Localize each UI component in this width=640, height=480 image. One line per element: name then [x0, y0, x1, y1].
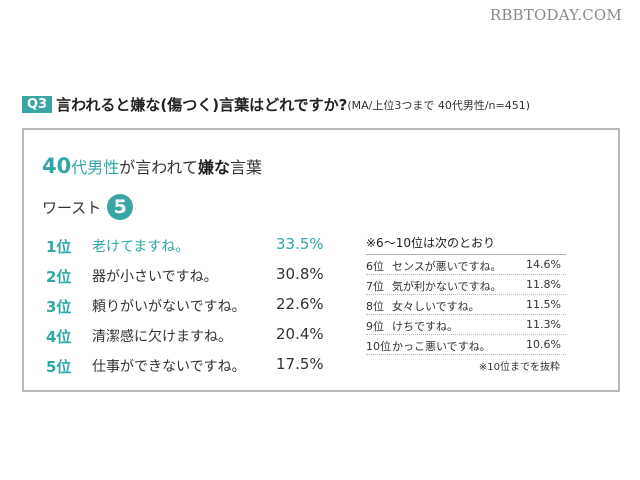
- rank-position: 5位: [46, 358, 72, 376]
- rank-row: 2位 器が小さいですね。 30.8%: [46, 263, 346, 293]
- additional-phrase: 女々しいですね。: [392, 300, 480, 313]
- additional-position: 7位: [366, 280, 384, 293]
- heading-emphasis: 嫌な: [197, 158, 230, 177]
- rank-percentage: 17.5%: [276, 355, 324, 373]
- rank-phrase: 器が小さいですね。: [92, 269, 218, 285]
- question-badge: Q3: [22, 96, 53, 113]
- worst-number-badge: 5: [107, 194, 134, 220]
- heading-mid: が言われて: [119, 158, 198, 177]
- additional-rank-list: ※6〜10位は次のとおり 6位 センスが悪いですね。 14.6% 7位 気が利かないです…: [366, 234, 566, 373]
- question-line: Q3 言われると嫌な(傷つく)言葉はどれですか? (MA/上位3つまで 40代男…: [22, 94, 530, 115]
- additional-row: 9位 けちですね。 11.3%: [366, 315, 566, 335]
- rank-row: 3位 頼りがいがないですね。 22.6%: [46, 293, 346, 323]
- additional-row: 10位 かっこ悪いですね。 10.6%: [366, 335, 566, 355]
- panel-heading: 40代男性が言われて嫌な言葉: [42, 154, 262, 178]
- rank-position: 3位: [46, 298, 72, 316]
- top-rank-list: 1位 老けてますね。 33.5% 2位 器が小さいですね。 30.8% 3位 頼りがいがないで…: [46, 233, 346, 383]
- result-panel: 40代男性が言われて嫌な言葉 ワースト 5 1位 老けてますね。 33.5% 2位 器が…: [22, 128, 620, 392]
- additional-percentage: 11.8%: [526, 278, 561, 291]
- site-watermark: RBBTODAY.COM: [489, 6, 622, 24]
- rank-row: 5位 仕事ができないですね。 17.5%: [46, 353, 346, 383]
- additional-phrase: かっこ悪いですね。: [392, 340, 491, 353]
- additional-position: 10位: [366, 340, 391, 353]
- additional-row: 7位 気が利かないですね。 11.8%: [366, 275, 566, 295]
- rank-position: 1位: [46, 238, 72, 256]
- additional-rows: 6位 センスが悪いですね。 14.6% 7位 気が利かないですね。 11.8% 8位 女々しい…: [366, 255, 566, 355]
- rank-phrase: 老けてますね。: [92, 239, 190, 255]
- heading-age: 40: [42, 154, 72, 178]
- additional-title: ※6〜10位は次のとおり: [366, 234, 566, 255]
- additional-position: 9位: [366, 320, 384, 333]
- question-text: 言われると嫌な(傷つく)言葉はどれですか?: [56, 96, 348, 114]
- rank-position: 4位: [46, 328, 72, 346]
- additional-percentage: 10.6%: [526, 338, 561, 351]
- rank-percentage: 33.5%: [276, 235, 324, 253]
- additional-percentage: 11.5%: [526, 298, 561, 311]
- question-subtext: (MA/上位3つまで 40代男性/n=451): [347, 98, 531, 112]
- additional-position: 8位: [366, 300, 384, 313]
- additional-phrase: センスが悪いですね。: [392, 260, 502, 273]
- rank-percentage: 22.6%: [276, 295, 324, 313]
- rank-position: 2位: [46, 268, 72, 286]
- rank-phrase: 仕事ができないですね。: [92, 359, 246, 375]
- worst-label-row: ワースト 5: [42, 194, 134, 220]
- rank-percentage: 20.4%: [276, 325, 324, 343]
- rank-phrase: 清潔感に欠けますね。: [92, 329, 232, 345]
- additional-row: 8位 女々しいですね。 11.5%: [366, 295, 566, 315]
- worst-label: ワースト: [42, 198, 102, 217]
- additional-phrase: 気が利かないですね。: [392, 280, 502, 293]
- rank-row: 4位 清潔感に欠けますね。 20.4%: [46, 323, 346, 353]
- rank-row: 1位 老けてますね。 33.5%: [46, 233, 346, 263]
- rank-percentage: 30.8%: [276, 265, 324, 283]
- excerpt-note: ※10位までを抜粋: [478, 362, 560, 373]
- additional-row: 6位 センスが悪いですね。 14.6%: [366, 255, 566, 275]
- heading-end: 言葉: [230, 158, 263, 177]
- heading-gender: 代男性: [71, 158, 120, 177]
- rank-phrase: 頼りがいがないですね。: [92, 299, 246, 315]
- additional-phrase: けちですね。: [392, 320, 458, 333]
- additional-percentage: 14.6%: [526, 258, 561, 271]
- additional-position: 6位: [366, 260, 384, 273]
- additional-percentage: 11.3%: [526, 318, 561, 331]
